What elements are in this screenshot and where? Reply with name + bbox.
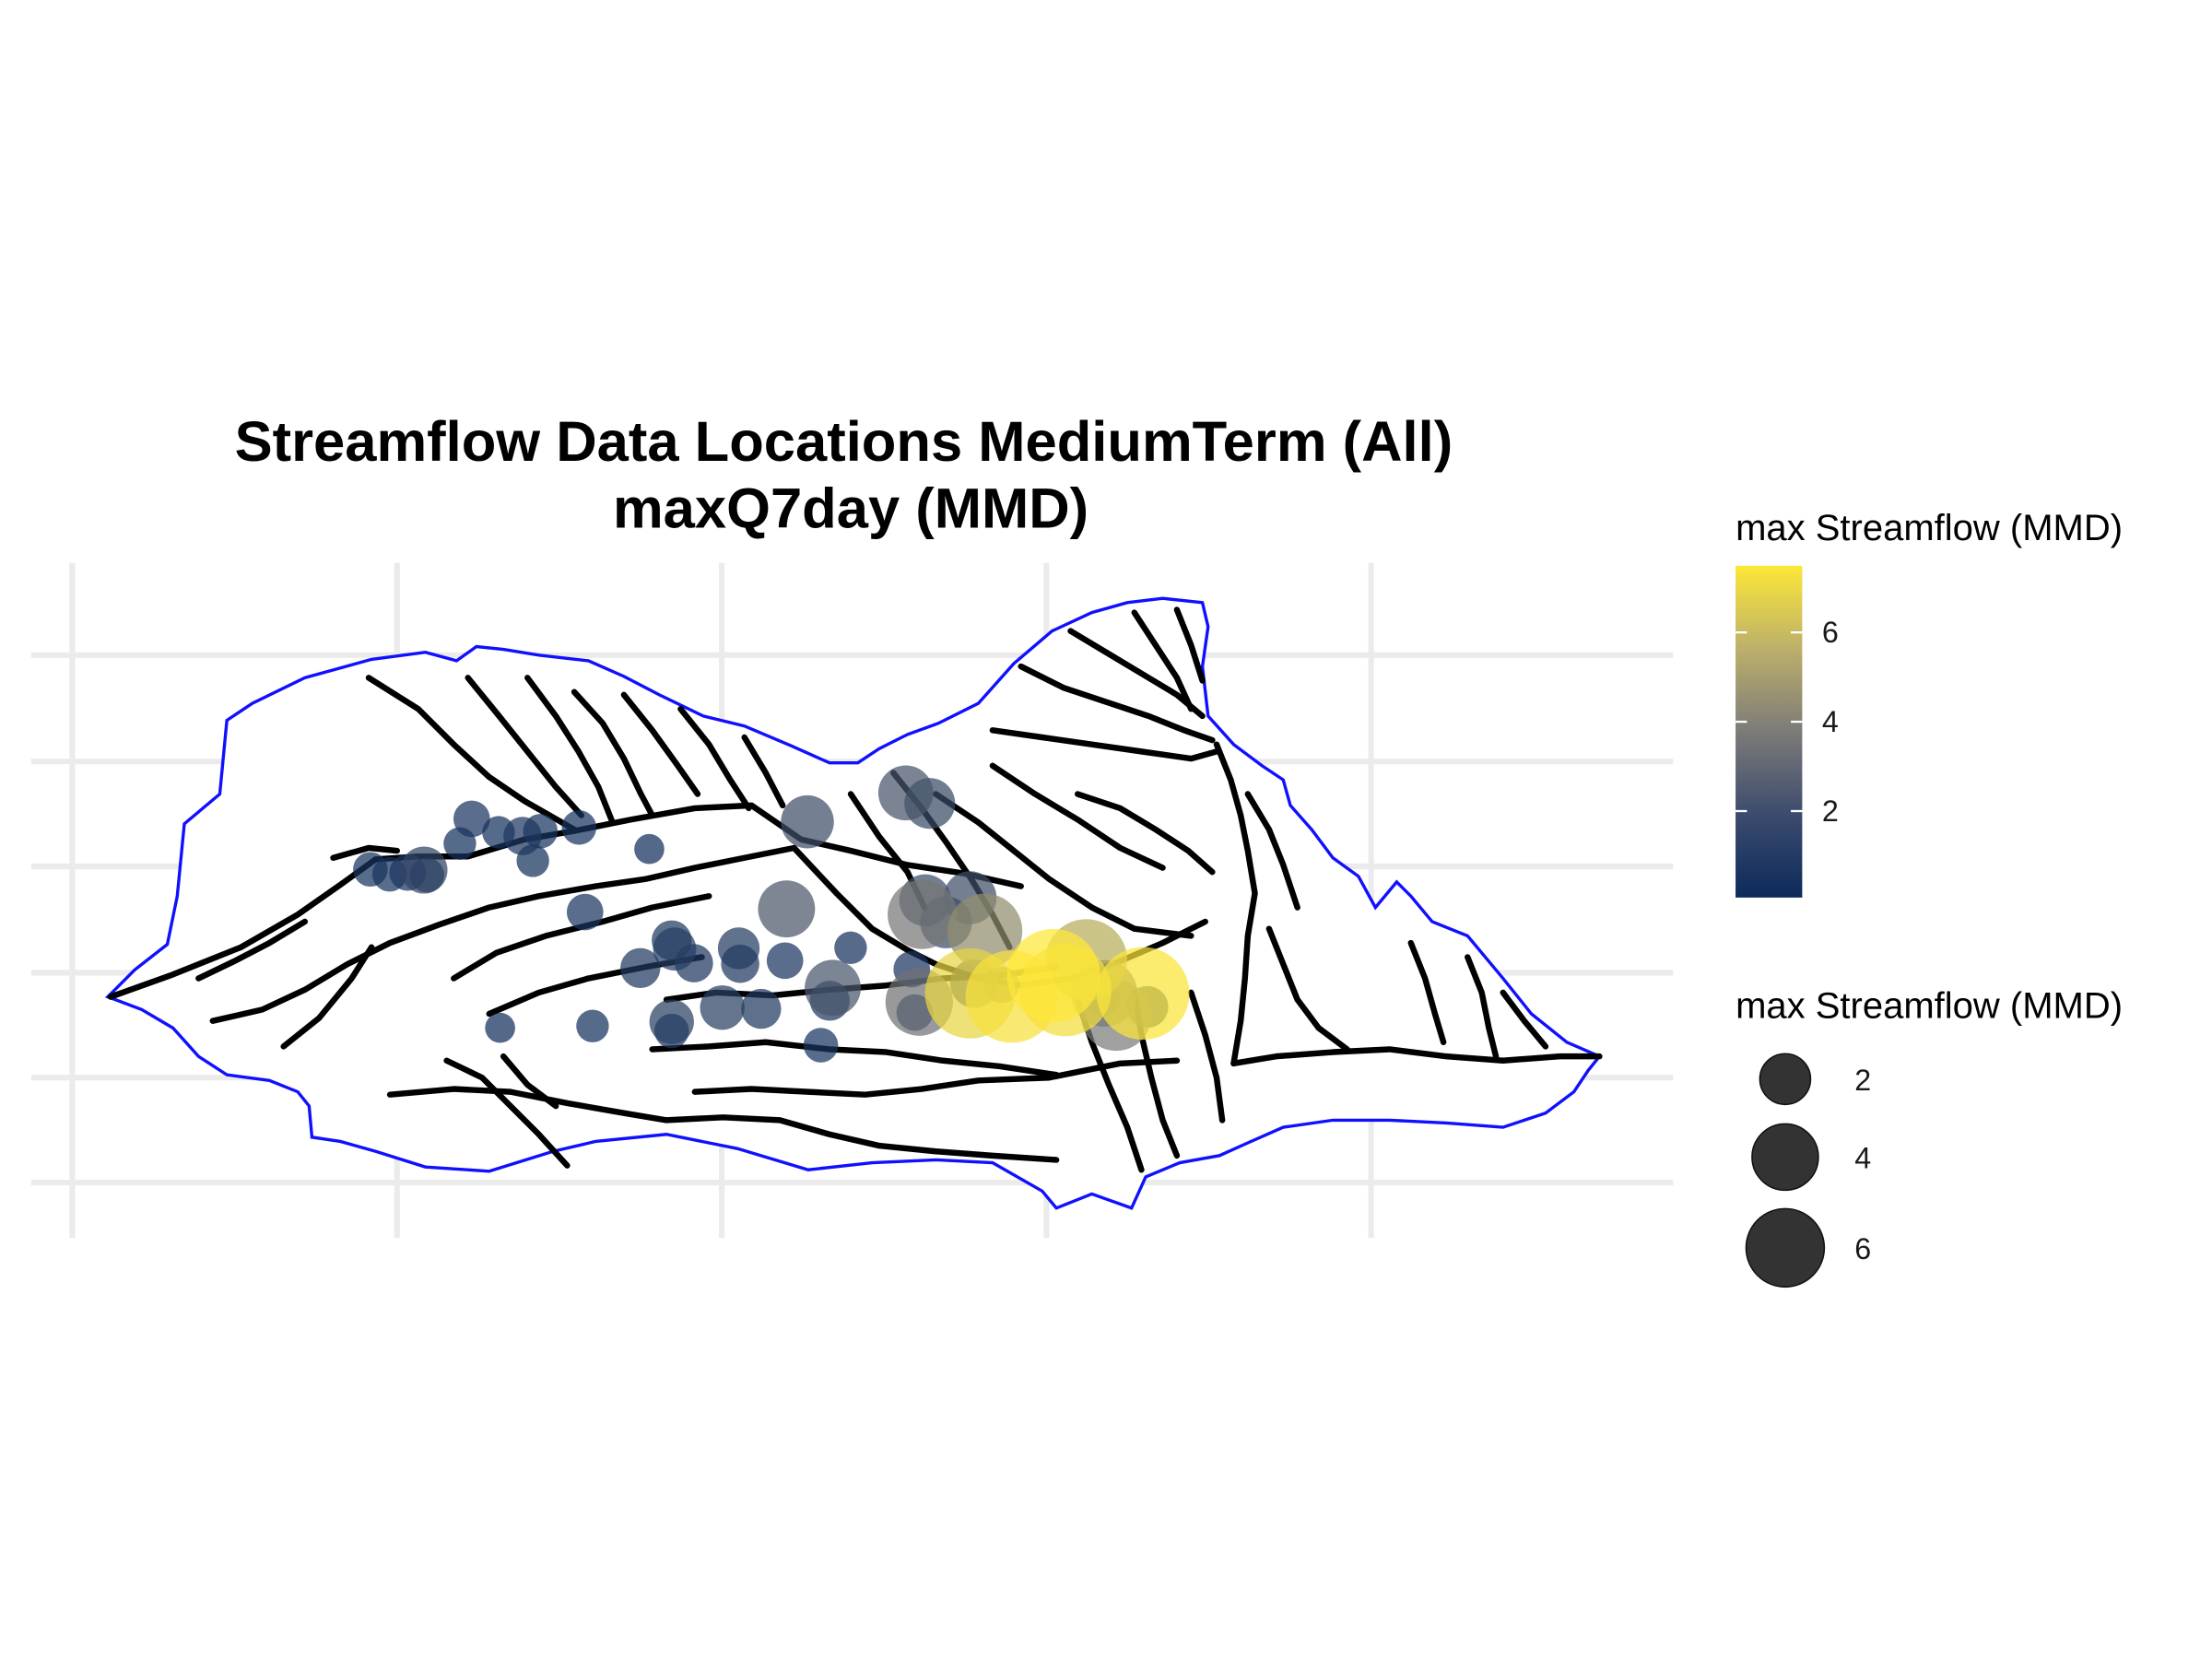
gauge-site-point [700,985,745,1030]
gauge-site-point [758,880,815,937]
gauge-site-point [634,834,665,865]
gauge-site-point [400,846,447,893]
gauge-site-point [878,765,934,820]
color-tick-label-6: 6 [1822,616,1839,649]
size-legend-label-6: 6 [1854,1232,1871,1265]
color-tick-label-2: 2 [1822,794,1839,828]
gauge-site-point [888,880,957,949]
gauge-site-point [741,989,781,1029]
gauge-site-point [781,795,834,849]
size-legend-keys: 2 4 6 [1746,1053,1871,1287]
gauge-site-point [576,1010,608,1042]
gauge-site-point [767,942,804,979]
gauge-site-point [567,894,604,931]
size-legend-label-2: 2 [1854,1064,1871,1097]
gauge-site-point [653,927,697,971]
gauge-site-point [718,927,759,969]
gauge-site-point [453,801,490,838]
size-legend-circle-2 [1759,1053,1810,1104]
gauge-site-point [804,1028,839,1063]
gauge-site-point [805,959,861,1016]
gauge-site-point [562,810,597,845]
gauge-site-point [834,932,866,964]
gauge-site-point [650,999,694,1043]
color-legend-title: max Streamflow (MMD) [1735,508,2123,548]
chart-title-line-1: Streamflow Data Locations MediumTerm (Al… [235,410,1453,474]
gauge-site-point [503,817,542,855]
size-legend-circle-6 [1746,1208,1824,1287]
color-tick-label-4: 4 [1822,705,1839,738]
gauge-site-point [1006,929,1100,1022]
chart-title-line-2: maxQ7day (MMD) [613,477,1088,540]
size-legend-label-4: 4 [1854,1142,1871,1175]
watershed-boundary [108,598,1599,1208]
size-legend-circle-4 [1752,1124,1818,1190]
gauge-site-point [1097,947,1190,1041]
color-legend-bar [1735,566,1802,898]
gauge-site-point [485,1013,515,1043]
size-legend-title: max Streamflow (MMD) [1735,986,2123,1027]
